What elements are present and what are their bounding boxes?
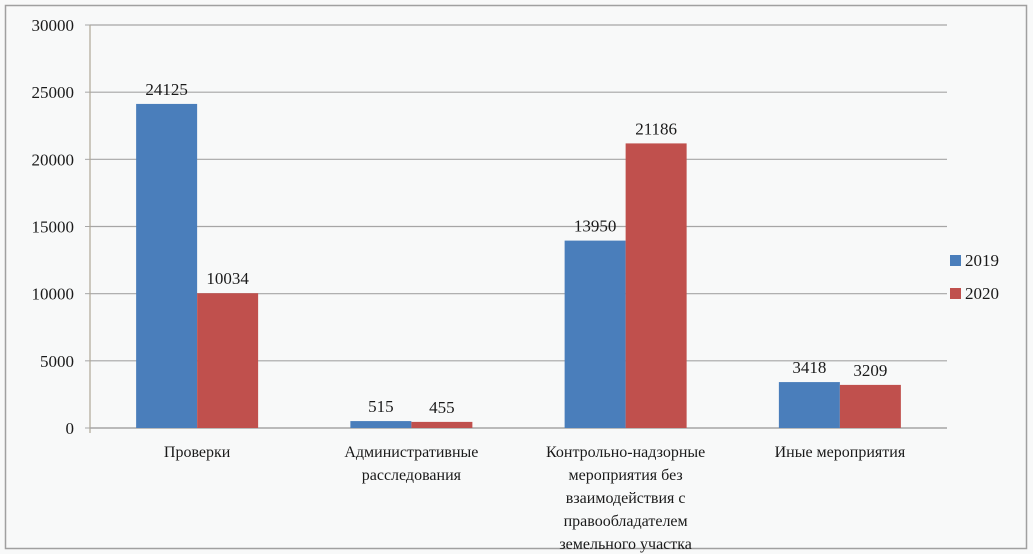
y-tick-label: 20000 bbox=[32, 150, 75, 169]
x-category-label: правообладателем bbox=[564, 513, 688, 530]
data-label: 24125 bbox=[145, 80, 188, 99]
x-category-label: Административные bbox=[344, 444, 478, 461]
bar-2020 bbox=[197, 293, 259, 428]
data-label: 455 bbox=[429, 398, 455, 417]
y-tick-label: 15000 bbox=[32, 218, 75, 237]
chart-border bbox=[4, 4, 1028, 550]
y-tick-label: 30000 bbox=[32, 16, 75, 35]
x-category-label: земельного участка bbox=[559, 536, 692, 553]
bar-2019 bbox=[350, 421, 412, 428]
bar-2020 bbox=[411, 421, 473, 428]
bar-2019 bbox=[564, 240, 626, 428]
y-tick-label: 5000 bbox=[40, 352, 74, 371]
bar-2020 bbox=[625, 143, 687, 428]
y-tick-label: 10000 bbox=[32, 285, 75, 304]
y-tick-label: 0 bbox=[66, 419, 75, 438]
x-category-label: взаимодействия с bbox=[566, 490, 686, 507]
data-label: 515 bbox=[368, 397, 394, 416]
data-label: 3418 bbox=[792, 358, 826, 377]
x-category-label: Проверки bbox=[164, 444, 231, 461]
legend-swatch-2019 bbox=[950, 255, 961, 266]
bar-2019 bbox=[136, 103, 198, 428]
x-category-label: расследования bbox=[362, 467, 462, 484]
legend-label: 2019 bbox=[965, 251, 999, 270]
legend-swatch-2020 bbox=[950, 288, 961, 299]
legend-label: 2020 bbox=[965, 284, 999, 303]
bar-2020 bbox=[839, 384, 901, 428]
data-label: 10034 bbox=[206, 269, 249, 288]
x-category-label: Контрольно-надзорные bbox=[546, 444, 705, 461]
x-category-label: мероприятия без bbox=[569, 467, 683, 484]
data-label: 13950 bbox=[574, 217, 617, 236]
bar-2019 bbox=[778, 382, 840, 428]
data-label: 21186 bbox=[635, 119, 677, 138]
x-category-label: Иные мероприятия bbox=[775, 444, 906, 461]
y-tick-label: 25000 bbox=[32, 83, 75, 102]
data-label: 3209 bbox=[853, 361, 887, 380]
